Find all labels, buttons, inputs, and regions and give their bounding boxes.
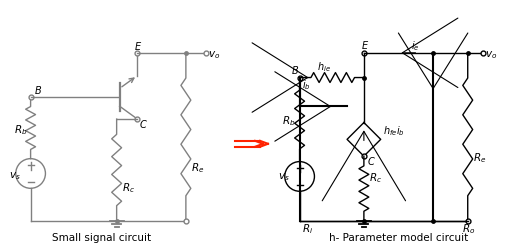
Text: $i_b$: $i_b$ xyxy=(301,78,310,92)
Text: $v_s$: $v_s$ xyxy=(9,170,21,182)
Text: $R_b$: $R_b$ xyxy=(14,123,27,137)
Text: $h_{fe}i_b$: $h_{fe}i_b$ xyxy=(383,124,404,138)
Text: $C$: $C$ xyxy=(367,155,375,167)
Text: $R_e$: $R_e$ xyxy=(191,162,204,175)
Text: $E$: $E$ xyxy=(135,40,143,52)
Text: $E$: $E$ xyxy=(361,39,369,51)
Text: $v_s$: $v_s$ xyxy=(278,171,290,183)
Text: $v_o$: $v_o$ xyxy=(485,49,497,60)
Text: $R_o$: $R_o$ xyxy=(462,222,475,236)
Text: $R_c$: $R_c$ xyxy=(369,171,382,185)
Text: Small signal circuit: Small signal circuit xyxy=(52,233,152,243)
Text: $B$: $B$ xyxy=(34,84,42,96)
Text: h- Parameter model circuit: h- Parameter model circuit xyxy=(329,233,468,243)
Text: $h_{ie}$: $h_{ie}$ xyxy=(317,61,332,74)
Text: $B$: $B$ xyxy=(291,64,299,76)
Text: $R_b$: $R_b$ xyxy=(282,114,295,128)
Text: $R_e$: $R_e$ xyxy=(473,152,486,165)
Text: $v_o$: $v_o$ xyxy=(208,49,220,60)
Text: $R_i$: $R_i$ xyxy=(301,222,313,236)
Text: $R_c$: $R_c$ xyxy=(121,181,135,195)
Text: $C$: $C$ xyxy=(139,118,148,130)
Text: $i_e$: $i_e$ xyxy=(411,39,420,53)
